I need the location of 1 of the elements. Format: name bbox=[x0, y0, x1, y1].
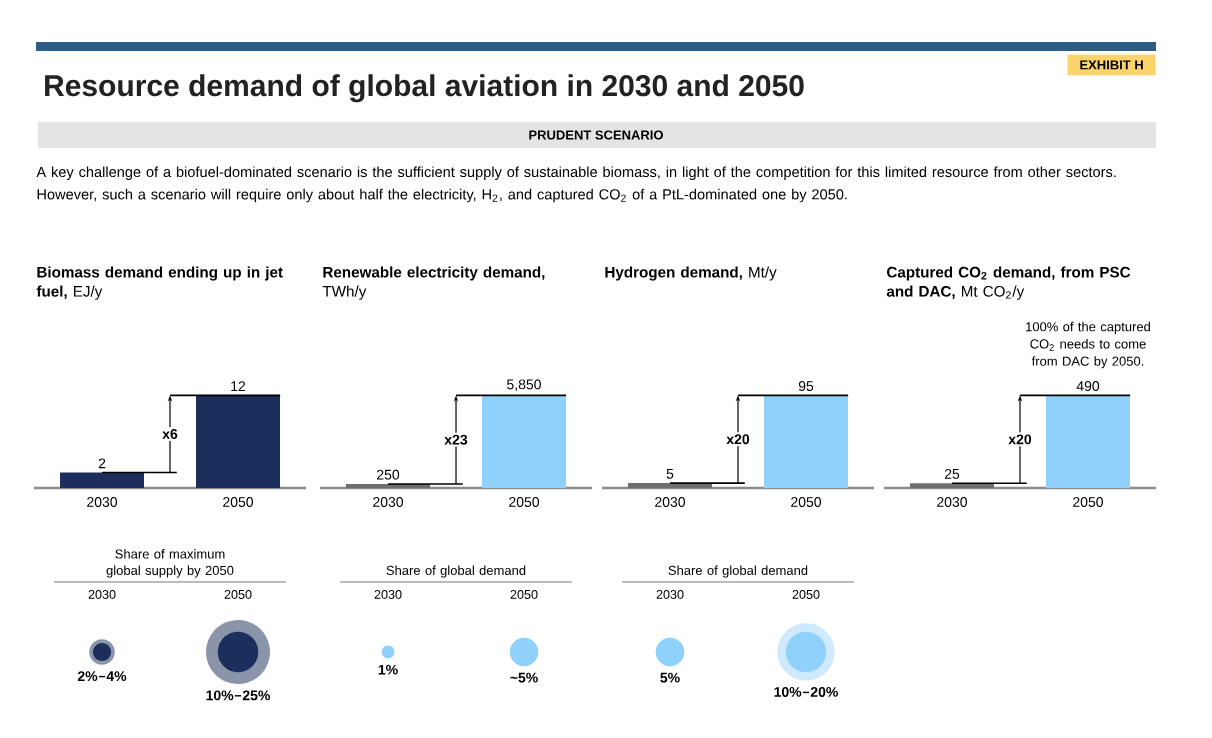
text: Resource demand of global aviation in 2030 and 2050 bbox=[45, 74, 804, 103]
